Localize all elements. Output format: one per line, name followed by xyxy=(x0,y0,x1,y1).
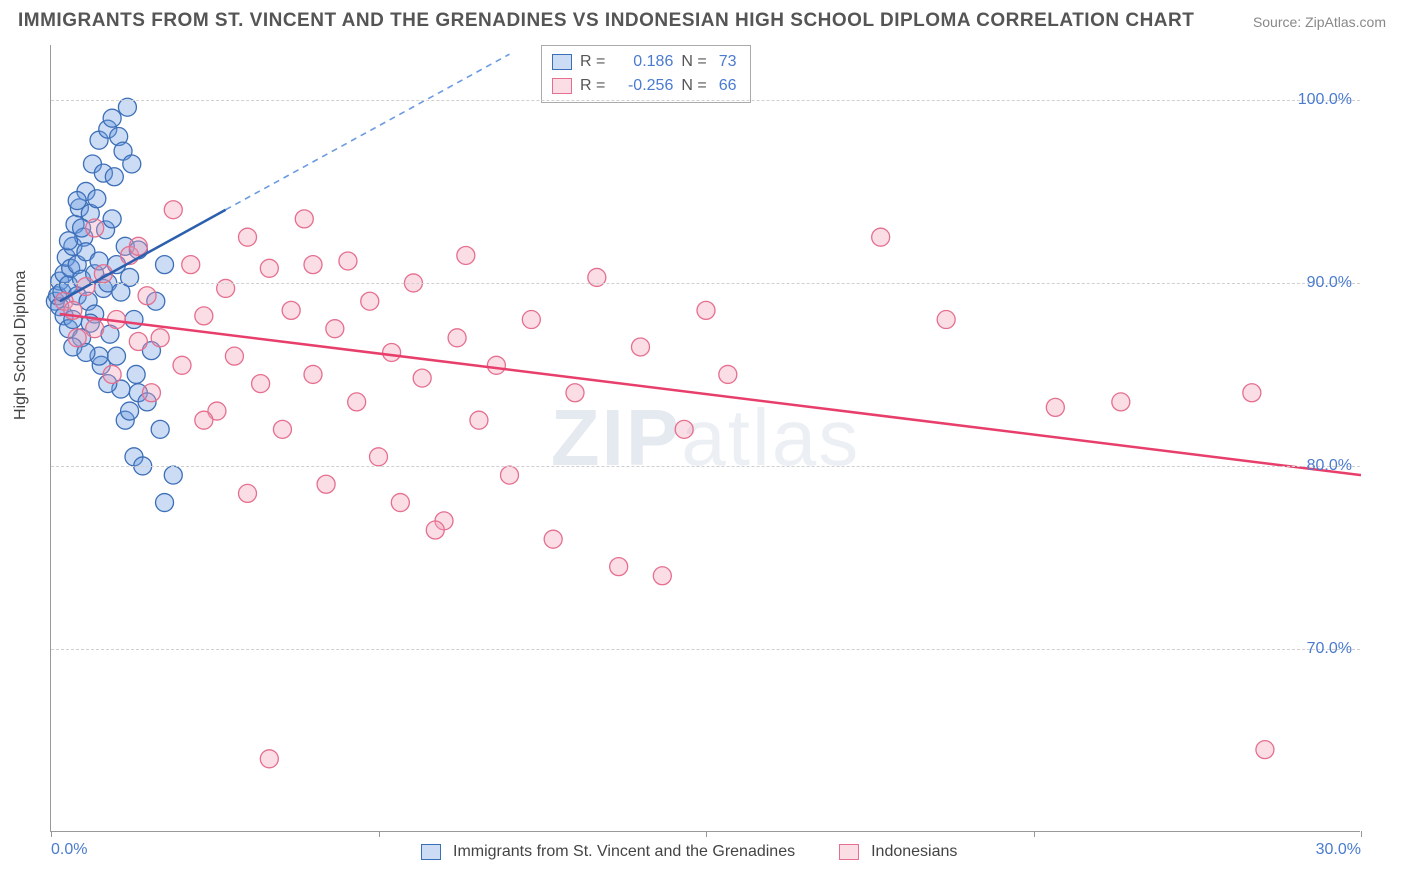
r-value-1: 0.186 xyxy=(613,50,673,74)
gridline-h xyxy=(51,100,1360,101)
r-label-2: R = xyxy=(580,74,605,98)
xtick-mark xyxy=(706,831,707,837)
r-label-1: R = xyxy=(580,50,605,74)
n-label-1: N = xyxy=(681,50,706,74)
stats-row-series2: R = -0.256 N = 66 xyxy=(552,74,736,98)
chart-title: IMMIGRANTS FROM ST. VINCENT AND THE GREN… xyxy=(18,10,1194,32)
ytick-label: 70.0% xyxy=(1307,640,1352,658)
n-value-2: 66 xyxy=(719,74,737,98)
swatch-series1 xyxy=(552,54,572,70)
swatch-series2 xyxy=(552,78,572,94)
gridline-h xyxy=(51,283,1360,284)
ytick-label: 100.0% xyxy=(1298,91,1352,109)
gridline-h xyxy=(51,466,1360,467)
r-value-2: -0.256 xyxy=(613,74,673,98)
ytick-label: 90.0% xyxy=(1307,274,1352,292)
xtick-label: 30.0% xyxy=(1316,841,1361,859)
xtick-mark xyxy=(1361,831,1362,837)
legend-swatch-2 xyxy=(839,844,859,860)
xtick-mark xyxy=(51,831,52,837)
legend-label-2: Indonesians xyxy=(871,843,957,861)
xtick-label: 0.0% xyxy=(51,841,87,859)
bottom-legend: Immigrants from St. Vincent and the Gren… xyxy=(421,843,957,861)
ytick-label: 80.0% xyxy=(1307,457,1352,475)
xtick-mark xyxy=(379,831,380,837)
legend-swatch-1 xyxy=(421,844,441,860)
gridline-h xyxy=(51,649,1360,650)
stats-row-series1: R = 0.186 N = 73 xyxy=(552,50,736,74)
legend-label-1: Immigrants from St. Vincent and the Gren… xyxy=(453,843,795,861)
source-attribution: Source: ZipAtlas.com xyxy=(1253,14,1386,30)
stats-box: R = 0.186 N = 73 R = -0.256 N = 66 xyxy=(541,45,751,103)
y-axis-label: High School Diploma xyxy=(12,271,30,420)
n-label-2: N = xyxy=(681,74,706,98)
chart-svg xyxy=(51,45,1360,831)
xtick-mark xyxy=(1034,831,1035,837)
plot-area: ZIPatlas R = 0.186 N = 73 R = -0.256 N =… xyxy=(50,45,1360,832)
n-value-1: 73 xyxy=(719,50,737,74)
